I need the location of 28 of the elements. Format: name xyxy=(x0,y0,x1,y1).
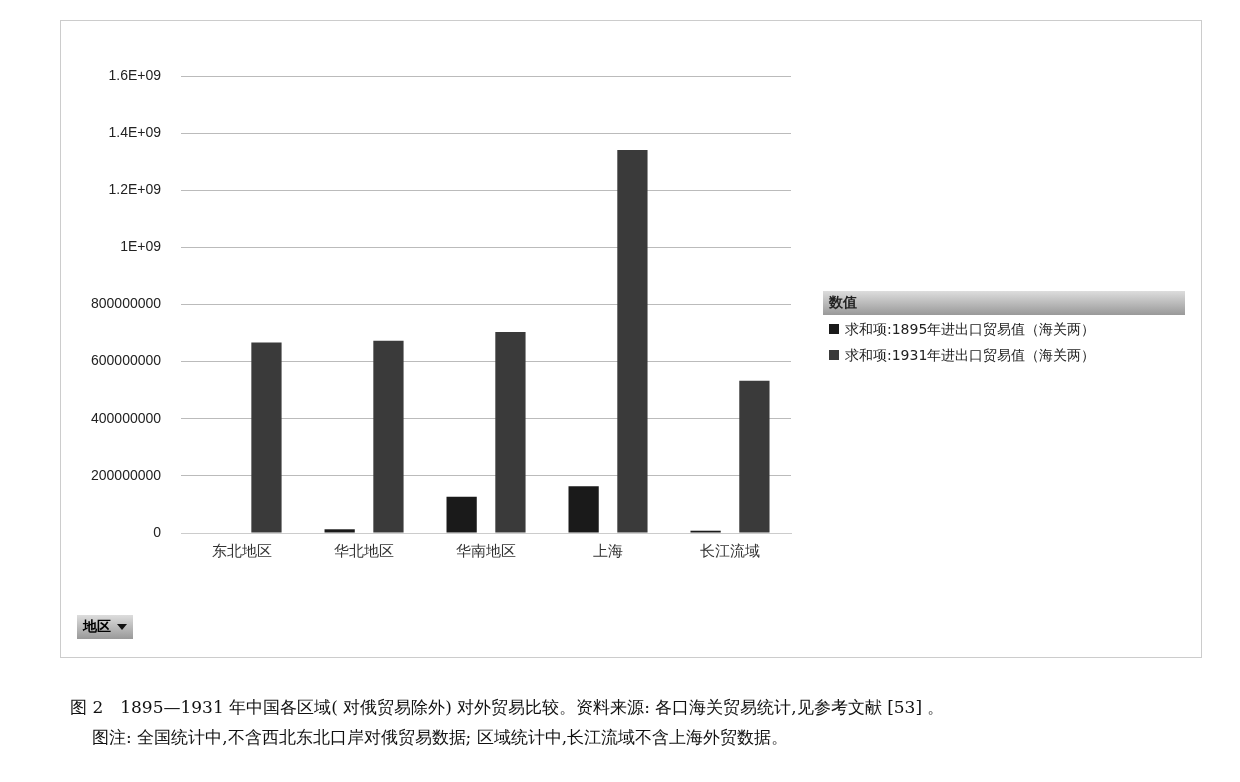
caption: 图 2 1895—1931 年中国各区域( 对俄贸易除外) 对外贸易比较。资料来源: 各口海关贸易统计,见参考文献 [53] 。 xyxy=(70,696,945,719)
legend-label: 求和项:1931年进出口贸易值（海关两） xyxy=(844,346,1097,365)
legend-title: 数值 xyxy=(823,291,1185,315)
y-tick-label: 1.4E+09 xyxy=(108,123,162,140)
bar xyxy=(446,496,477,533)
y-tick-label: 800000000 xyxy=(91,295,162,312)
bar xyxy=(617,149,648,533)
x-tick-label: 长江流域 xyxy=(700,542,761,560)
bar xyxy=(739,380,770,533)
x-tick-label: 华北地区 xyxy=(334,542,395,560)
x-tick-label: 东北地区 xyxy=(212,542,273,560)
bar xyxy=(373,340,404,533)
y-tick-label: 200000000 xyxy=(91,466,162,483)
y-tick-label: 600000000 xyxy=(91,352,162,369)
y-tick-label: 1E+09 xyxy=(120,238,162,255)
x-tick-label: 华南地区 xyxy=(456,542,517,560)
bar xyxy=(324,529,355,533)
bar xyxy=(251,342,282,533)
y-tick-label: 1.6E+09 xyxy=(108,66,162,83)
bar xyxy=(568,486,599,533)
y-tick-label: 400000000 xyxy=(91,409,162,426)
legend-label: 求和项:1895年进出口贸易值（海关两） xyxy=(844,320,1097,339)
x-axis-title: 地区 xyxy=(83,618,111,634)
x-tick-label: 上海 xyxy=(593,542,624,560)
y-tick-label: 1.2E+09 xyxy=(108,181,162,198)
text: 图注: 全国统计中,不含西北东北口岸对俄贸易数据; 区域统计中,长江流域不含上海外贸数据。 xyxy=(91,726,790,749)
y-tick-label: 0 xyxy=(153,523,162,540)
bar xyxy=(495,331,526,533)
